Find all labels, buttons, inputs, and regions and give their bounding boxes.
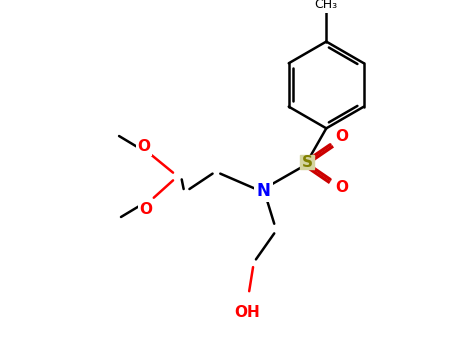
Text: OH: OH [234, 305, 260, 320]
Text: N: N [257, 182, 271, 200]
Text: O: O [335, 180, 348, 195]
Text: S: S [302, 155, 313, 169]
Text: O: O [140, 202, 152, 217]
Text: O: O [335, 130, 348, 145]
Text: O: O [137, 139, 151, 154]
Text: CH₃: CH₃ [315, 0, 338, 12]
Bar [300, 155, 314, 169]
